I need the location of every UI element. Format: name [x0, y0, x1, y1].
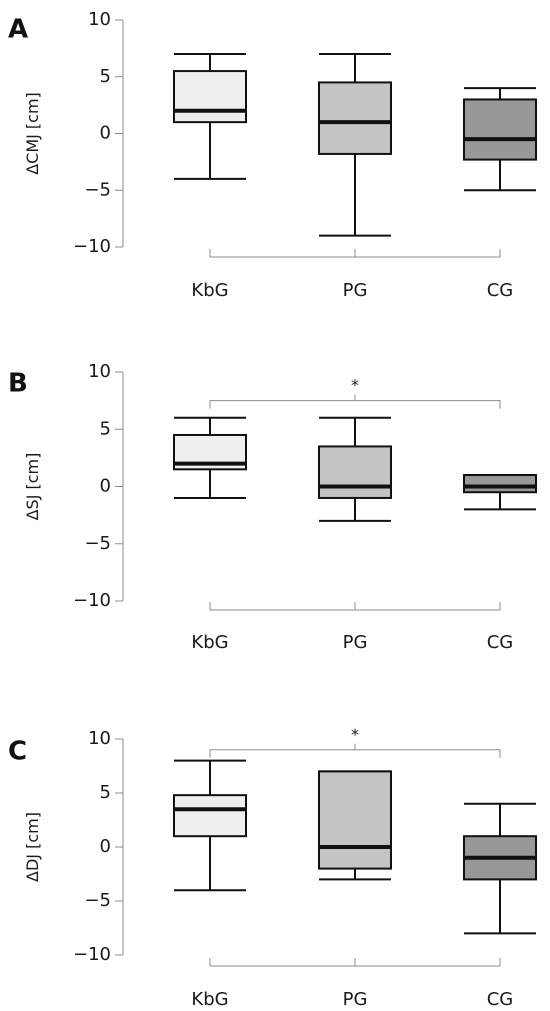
y-tick-label: 10: [88, 9, 111, 30]
panel-label: B: [8, 369, 28, 399]
panel-label: A: [8, 15, 28, 45]
y-tick-label: −5: [84, 533, 111, 554]
y-tick-label: 5: [100, 782, 111, 803]
y-tick-label: 10: [88, 361, 111, 382]
y-axis-title: ΔSJ [cm]: [23, 453, 42, 521]
y-tick-label: 5: [100, 418, 111, 439]
y-tick-label: −5: [84, 890, 111, 911]
box-cg: [463, 98, 537, 161]
x-tick-label: PG: [343, 989, 368, 1010]
y-tick-label: −10: [73, 590, 111, 611]
y-tick-label: −10: [73, 944, 111, 965]
y-tick-label: −5: [84, 179, 111, 200]
box-pg: [318, 770, 392, 870]
box-pg: [318, 81, 392, 155]
x-tick-label: CG: [487, 632, 514, 653]
box-cg: [463, 474, 537, 494]
x-tick-label: PG: [343, 280, 368, 301]
x-tick-label: KbG: [191, 280, 228, 301]
significance-star: *: [351, 725, 359, 744]
x-tick-label: KbG: [191, 632, 228, 653]
y-axis-title: ΔDJ [cm]: [23, 812, 42, 882]
panel-label: C: [8, 737, 27, 767]
y-tick-label: 10: [88, 728, 111, 749]
x-tick-label: CG: [487, 989, 514, 1010]
y-tick-label: −10: [73, 236, 111, 257]
x-tick-label: KbG: [191, 989, 228, 1010]
significance-star: *: [351, 376, 359, 395]
x-tick-label: CG: [487, 280, 514, 301]
y-tick-label: 0: [100, 836, 111, 857]
significance-bracket: [209, 400, 501, 409]
significance-bracket: [209, 749, 501, 758]
box-kbg: [173, 70, 247, 124]
y-tick-label: 0: [100, 476, 111, 497]
y-tick-label: 5: [100, 66, 111, 87]
y-axis-title: ΔCMJ [cm]: [23, 92, 42, 175]
box-pg: [318, 445, 392, 499]
y-tick-label: 0: [100, 123, 111, 144]
box-kbg: [173, 794, 247, 838]
x-tick-label: PG: [343, 632, 368, 653]
